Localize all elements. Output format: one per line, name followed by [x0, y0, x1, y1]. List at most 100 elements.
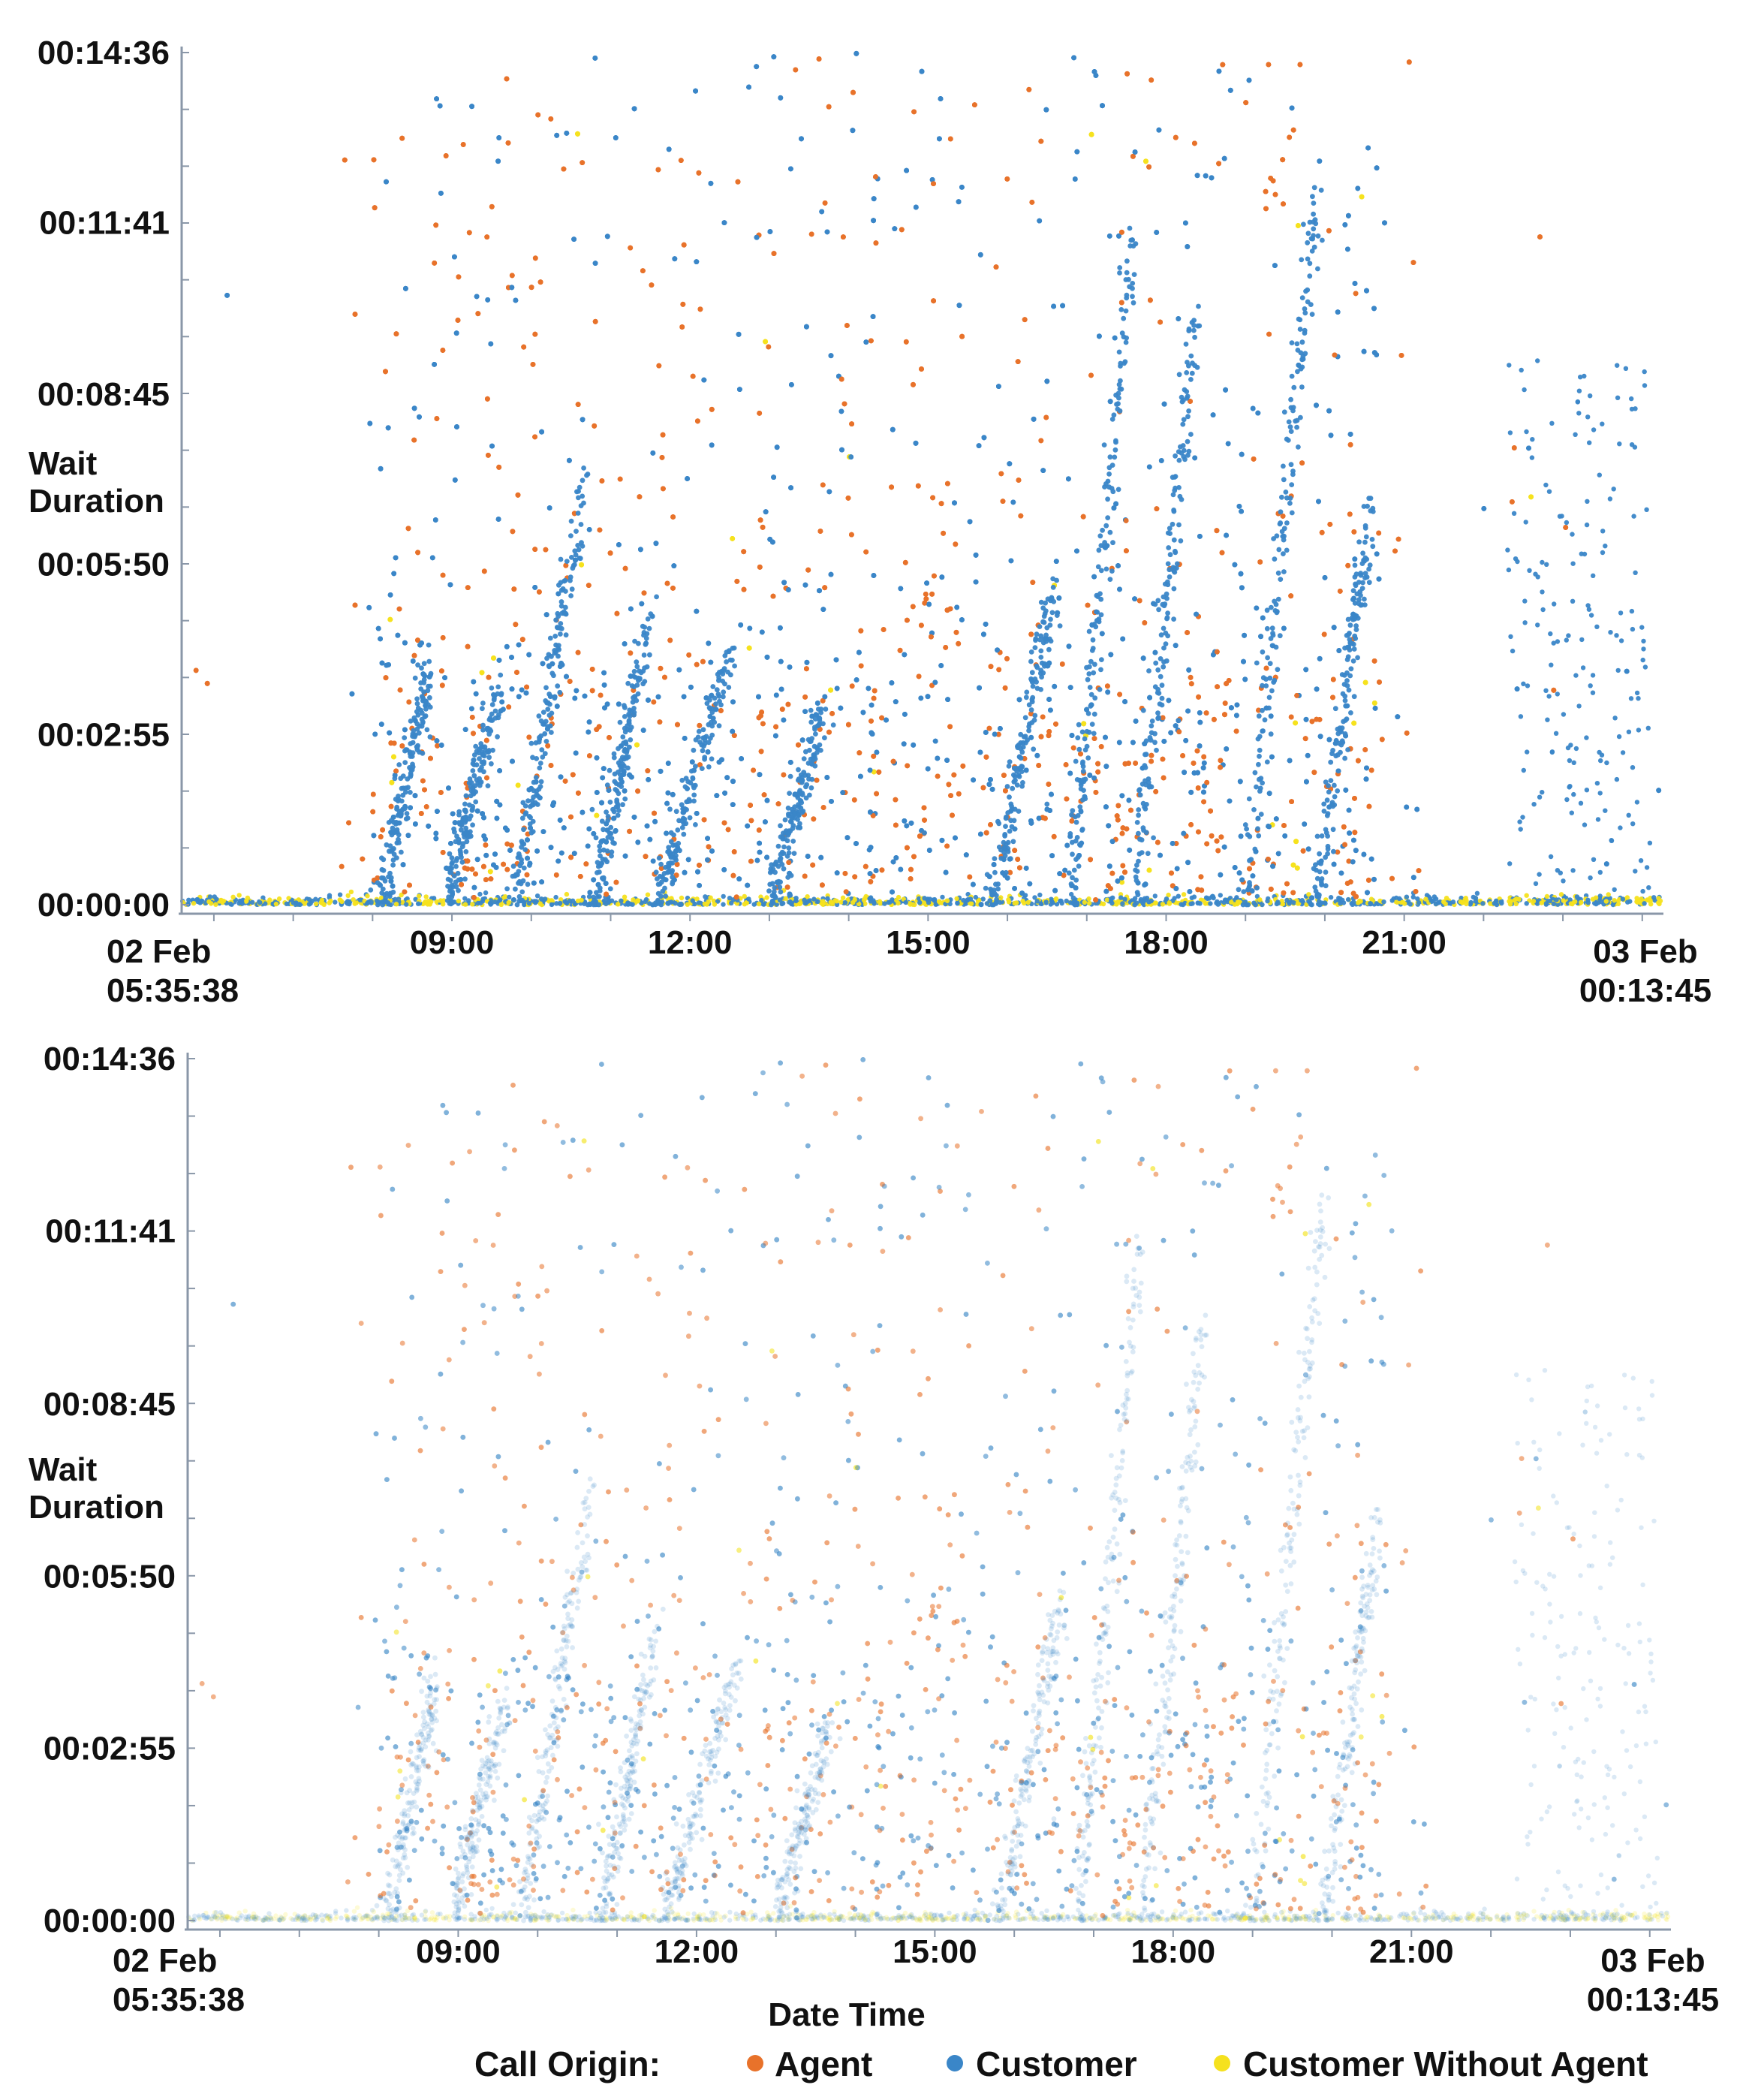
- scatter-point-1365: [456, 899, 461, 903]
- scatter-point-1322: [432, 896, 436, 900]
- scatter-point-1374: [1397, 896, 1401, 901]
- scatter-point-1338: [825, 896, 829, 901]
- scatter-point-1301: [1007, 899, 1011, 904]
- scatter-point-1289: [554, 901, 558, 905]
- scatter-point-767: [346, 893, 351, 898]
- scatter-point-1260: [746, 896, 751, 901]
- scatter-point-199: [1329, 895, 1333, 899]
- points-layer-opaque: [180, 51, 1663, 908]
- scatter-point-950: [507, 895, 511, 899]
- scatter-point-1378: [1323, 900, 1327, 905]
- scatter-point-810: [327, 893, 332, 897]
- scatter-point-1257: [1196, 900, 1200, 905]
- scatter-point-1087: [354, 900, 359, 905]
- scatter-point-1347: [619, 899, 623, 903]
- scatter-point-1226: [908, 901, 912, 905]
- scatter-point-1363: [784, 896, 788, 901]
- scatter-point-1123: [1554, 897, 1558, 902]
- scatter-point-1398: [1636, 899, 1641, 903]
- scatter-point-1198: [1429, 899, 1434, 903]
- scatter-point-1250: [470, 902, 474, 906]
- scatter-point-1339: [294, 900, 298, 905]
- scatter-point-742: [703, 894, 707, 899]
- scatter-point-1228: [922, 896, 926, 900]
- scatter-point-1388: [904, 900, 908, 905]
- scatter-point-1375: [703, 902, 707, 906]
- scatter-point-1024: [1480, 901, 1485, 905]
- scatter-point-124: [981, 896, 986, 901]
- scatter-point-1241: [644, 897, 649, 902]
- scatter-point-855: [1087, 901, 1091, 905]
- scatter-point-1217: [1569, 901, 1573, 905]
- scatter-point-1308: [830, 902, 835, 906]
- scatter-point-1397: [850, 900, 855, 905]
- scatter-point-1179: [358, 898, 363, 902]
- scatter-point-1244: [564, 901, 569, 905]
- scatter-point-1076: [1192, 894, 1197, 899]
- scatter-point-862: [721, 894, 726, 899]
- scatter-point-780: [1022, 901, 1026, 905]
- scatter-point-1350: [274, 902, 278, 906]
- scatter-point-1360: [1035, 899, 1040, 903]
- scatter-point-1148: [1276, 901, 1281, 905]
- scatter-point-1319: [974, 895, 978, 899]
- scatter-point-1341: [712, 902, 717, 906]
- scatter-point-1270: [1082, 900, 1087, 905]
- scatter-point-1203: [416, 902, 420, 906]
- scatter-point-909: [186, 898, 191, 902]
- scatter-point-1045: [230, 895, 235, 899]
- scatter-point-906: [1586, 900, 1591, 905]
- scatter-point-619: [742, 894, 747, 899]
- scatter-point-1393: [1594, 896, 1598, 900]
- scatter-point-1355: [610, 899, 614, 903]
- scatter-point-1172: [1265, 899, 1269, 903]
- scatter-point-1367: [692, 902, 697, 906]
- scatter-point-1170: [1540, 900, 1544, 905]
- scatter-point-1333: [894, 898, 899, 902]
- scatter-point-1344: [1492, 901, 1497, 905]
- scatter-point-1143: [1474, 899, 1478, 903]
- scatter-point-1168: [843, 900, 847, 905]
- scatter-point-938: [1058, 899, 1063, 903]
- scatter-point-1109: [462, 896, 467, 901]
- scatter-point-1147: [886, 900, 890, 905]
- scatter-point-636: [1115, 900, 1119, 905]
- scatter-point-1249: [1357, 899, 1362, 903]
- scatter-point-887: [1346, 897, 1350, 902]
- scatter-point-1364: [665, 901, 670, 905]
- scatter-panel-opaque: 00:00:0000:02:5500:05:5000:08:4500:11:41…: [29, 35, 1711, 1009]
- scatter-point-1262: [1154, 900, 1158, 905]
- scatter-point-923: [1208, 901, 1212, 905]
- scatter-point-1040: [488, 901, 492, 905]
- scatter-point-1372: [394, 902, 399, 906]
- scatter-point-1256: [1463, 897, 1468, 902]
- scatter-point-1373: [1451, 899, 1456, 904]
- scatter-point-883: [1164, 896, 1169, 901]
- scatter-point-1236: [872, 900, 876, 905]
- scatter-point-95: [1475, 891, 1480, 896]
- scatter-point-1377: [221, 899, 226, 903]
- scatter-point-1278: [1514, 896, 1519, 901]
- scatter-point-1353: [1340, 898, 1344, 902]
- scatter-point-1125: [245, 896, 250, 900]
- scatter-point-1115: [549, 898, 554, 902]
- scatter-point-1283: [1257, 897, 1262, 902]
- scatter-point-1311: [1054, 896, 1058, 901]
- scatter-point-1025: [1218, 893, 1223, 897]
- scatter-point-1005: [679, 896, 684, 900]
- scatter-point-1101: [498, 897, 502, 902]
- scatter-point-1220: [1287, 901, 1292, 905]
- scatter-point-1139: [1381, 899, 1386, 904]
- scatter-point-1306: [954, 896, 959, 901]
- scatter-point-126: [1037, 893, 1042, 897]
- scatter-point-924: [535, 893, 540, 898]
- scatter-point-1197: [1148, 899, 1153, 903]
- scatter-point-84: [333, 899, 337, 904]
- scatter-point-1366: [1120, 901, 1124, 905]
- scatter-point-1294: [228, 902, 233, 906]
- scatter-point-870: [1436, 900, 1440, 905]
- scatter-point-699: [477, 892, 482, 896]
- scatter-point-847: [1545, 894, 1549, 899]
- scatter-point-1370: [1138, 899, 1142, 903]
